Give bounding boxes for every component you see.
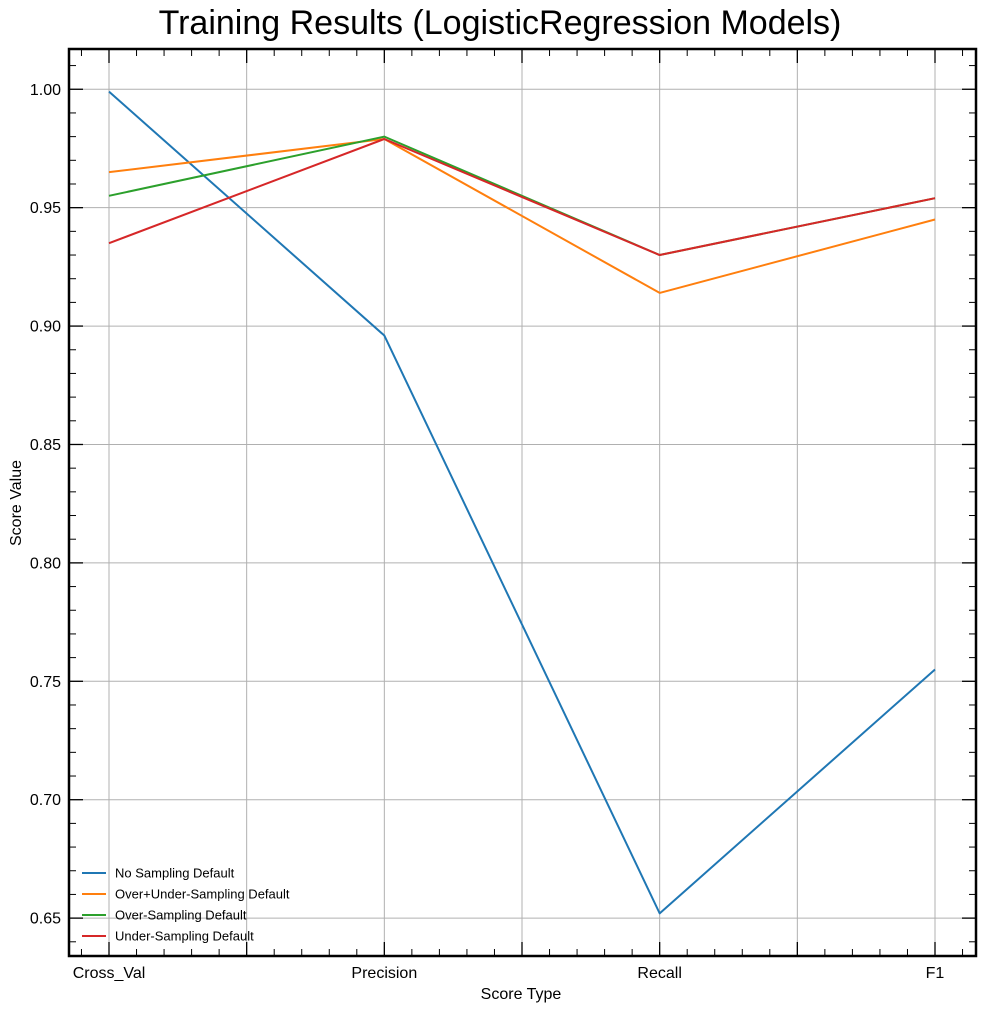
legend-label: Over-Sampling Default — [115, 908, 247, 923]
x-tick-labels: Cross_Val Precision Recall F1 — [73, 965, 945, 982]
legend: No Sampling Default Over+Under-Sampling D… — [82, 866, 290, 944]
series-lines — [108, 90, 936, 915]
plot-frame — [67, 47, 978, 958]
series-line — [108, 137, 936, 257]
x-tick-label: Recall — [637, 965, 681, 982]
series-line — [108, 137, 936, 294]
y-tick-labels: 0.65 0.70 0.75 0.80 0.85 0.90 0.95 1.00 — [30, 82, 61, 928]
x-axis-label: Score Type — [481, 986, 562, 1003]
chart-title: Training Results (LogisticRegression Mod… — [159, 4, 842, 42]
legend-label: Over+Under-Sampling Default — [115, 887, 290, 902]
x-tick-label: F1 — [926, 965, 945, 982]
y-tick-label: 0.75 — [30, 674, 61, 691]
y-tick-label: 0.90 — [30, 319, 61, 336]
y-tick-label: 0.80 — [30, 555, 61, 572]
legend-label: No Sampling Default — [115, 866, 235, 881]
y-tick-label: 1.00 — [30, 82, 61, 99]
y-tick-label: 0.70 — [30, 792, 61, 809]
legend-label: Under-Sampling Default — [115, 929, 254, 944]
x-tick-label: Cross_Val — [73, 965, 146, 982]
y-tick-label: 0.65 — [30, 911, 61, 928]
grid — [69, 49, 976, 956]
series-line — [108, 90, 936, 915]
y-tick-label: 0.85 — [30, 437, 61, 454]
y-tick-label: 0.95 — [30, 200, 61, 217]
y-axis-label: Score Value — [8, 460, 25, 546]
x-tick-label: Precision — [351, 965, 417, 982]
